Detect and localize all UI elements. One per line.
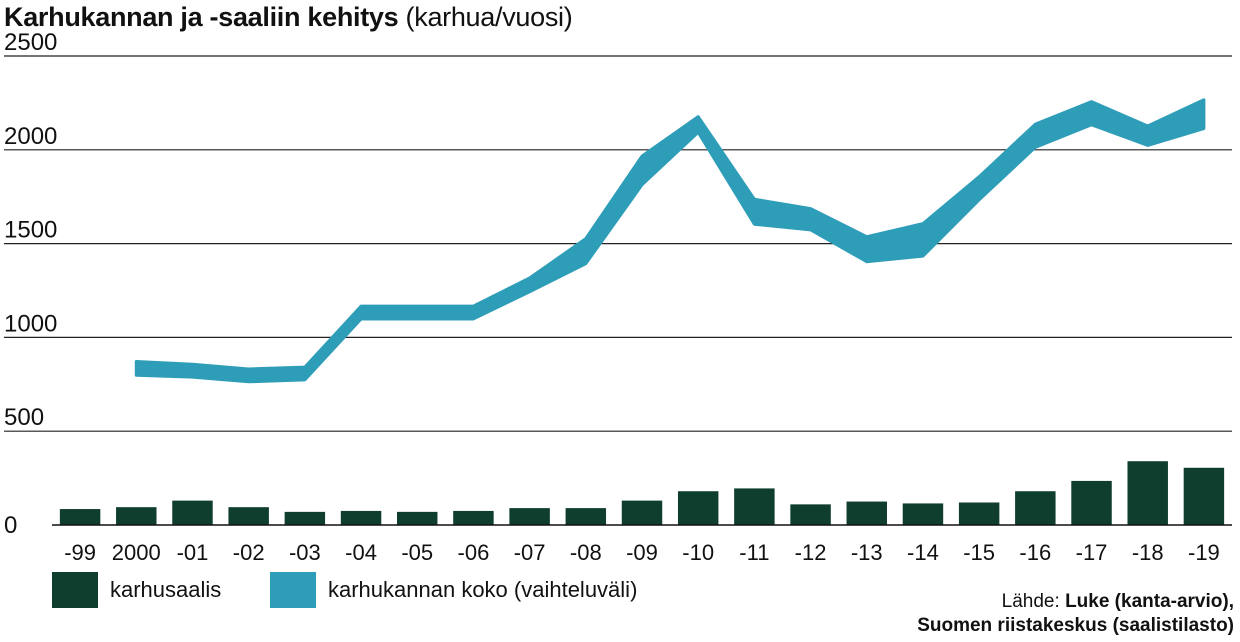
source-prefix: Lähde: — [1001, 591, 1060, 612]
x-tick-label--09: -09 — [626, 540, 658, 565]
bar--02 — [228, 507, 269, 525]
bar--01 — [172, 500, 213, 525]
population-band — [134, 98, 1206, 384]
bar--11 — [734, 488, 775, 525]
chart-title-main: Karhukannan ja -saaliin kehitys — [4, 2, 399, 32]
bar--12 — [790, 504, 831, 525]
chart-title-unit: (karhua/vuosi) — [405, 2, 573, 32]
x-tick-label--07: -07 — [514, 540, 546, 565]
legend-swatch-population — [270, 572, 316, 608]
legend-label-catch: karhusaalis — [110, 577, 222, 602]
bar--16 — [1015, 491, 1056, 525]
bar--19 — [1183, 467, 1225, 525]
y-tick-label-1500: 1500 — [4, 217, 57, 244]
x-tick-label--06: -06 — [458, 540, 490, 565]
bar--07 — [509, 508, 550, 525]
x-tick-label--19: -19 — [1188, 540, 1220, 565]
y-tick-label-1000: 1000 — [4, 310, 57, 337]
x-tick-label--11: -11 — [739, 540, 769, 565]
source-luke: Luke (kanta-arvio), — [1065, 591, 1234, 612]
source-note: Lähde: Luke (kanta-arvio), Suomen riista… — [917, 590, 1234, 638]
legend-swatch-catch — [52, 572, 98, 608]
source-riistakeskus: Suomen riistakeskus (saalistilasto) — [917, 615, 1234, 636]
bar--15 — [958, 502, 1000, 525]
x-tick-label--17: -17 — [1076, 540, 1108, 565]
source-line-2: Suomen riistakeskus (saalistilasto) — [917, 614, 1234, 638]
bar-2000 — [116, 507, 157, 525]
source-line-1: Lähde: Luke (kanta-arvio), — [917, 590, 1234, 614]
bar--05 — [397, 511, 438, 525]
x-tick-label--16: -16 — [1019, 540, 1051, 565]
x-tick-label--05: -05 — [401, 540, 433, 565]
x-tick-label--14: -14 — [907, 540, 939, 565]
bar--09 — [621, 500, 663, 525]
bar--06 — [453, 510, 494, 525]
bar--14 — [902, 503, 944, 525]
x-tick-label--08: -08 — [570, 540, 602, 565]
bar--03 — [284, 511, 326, 525]
legend-label-population: karhukannan koko (vaihteluväli) — [328, 577, 638, 602]
x-tick-label--02: -02 — [233, 540, 265, 565]
x-tick-label--13: -13 — [851, 540, 883, 565]
y-tick-label-500: 500 — [4, 404, 44, 431]
y-tick-label-0: 0 — [4, 512, 17, 539]
x-tick-label--99: -99 — [64, 540, 96, 565]
y-tick-label-2000: 2000 — [4, 123, 57, 150]
bar--99 — [59, 509, 101, 525]
y-tick-label-2500: 2500 — [4, 29, 57, 56]
x-tick-label--12: -12 — [795, 540, 827, 565]
x-tick-label--15: -15 — [963, 540, 995, 565]
bar--04 — [340, 510, 382, 525]
x-tick-label-2000: 2000 — [112, 540, 161, 565]
x-tick-label--03: -03 — [289, 540, 321, 565]
x-tick-label--18: -18 — [1132, 540, 1164, 565]
legend-item-population: karhukannan koko (vaihteluväli) — [270, 572, 637, 608]
chart-title: Karhukannan ja -saaliin kehitys (karhua/… — [4, 2, 573, 33]
bar--18 — [1127, 461, 1168, 525]
x-tick-label--10: -10 — [682, 540, 714, 565]
legend-item-catch: karhusaalis — [52, 572, 221, 608]
bar--13 — [846, 501, 887, 525]
bar--10 — [677, 491, 719, 525]
x-tick-label--04: -04 — [345, 540, 377, 565]
bar--17 — [1071, 480, 1112, 525]
x-tick-label--01: -01 — [177, 540, 209, 565]
bar--08 — [565, 508, 607, 525]
